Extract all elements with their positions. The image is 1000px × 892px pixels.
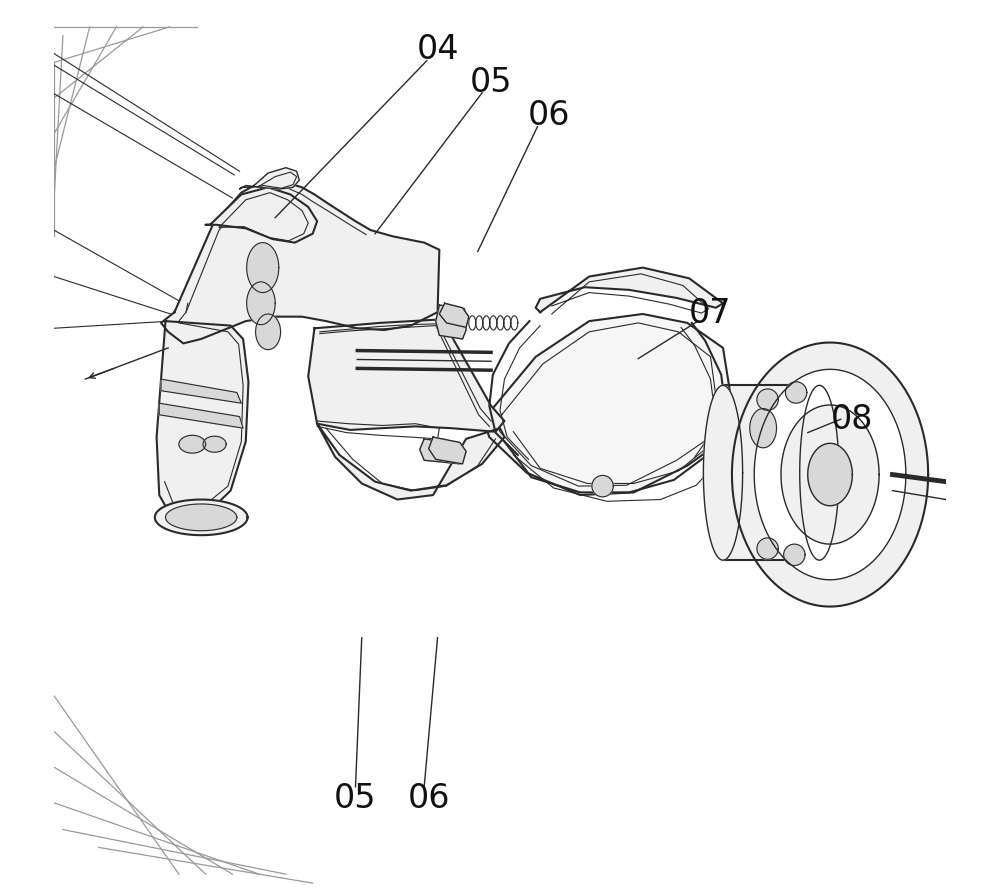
Polygon shape xyxy=(536,268,723,312)
Polygon shape xyxy=(161,379,241,403)
Text: 08: 08 xyxy=(831,403,874,435)
Polygon shape xyxy=(781,405,879,544)
Polygon shape xyxy=(754,369,906,580)
Polygon shape xyxy=(808,443,852,506)
Polygon shape xyxy=(317,424,504,500)
Polygon shape xyxy=(203,436,226,452)
Polygon shape xyxy=(484,314,730,495)
Polygon shape xyxy=(723,385,826,560)
Polygon shape xyxy=(800,385,839,560)
Text: 05: 05 xyxy=(334,782,377,814)
Polygon shape xyxy=(757,389,778,410)
Polygon shape xyxy=(429,437,466,464)
Polygon shape xyxy=(166,504,237,531)
Polygon shape xyxy=(247,243,279,293)
Polygon shape xyxy=(750,409,777,448)
Polygon shape xyxy=(256,314,281,350)
Text: 04: 04 xyxy=(416,33,459,65)
Polygon shape xyxy=(784,544,805,566)
Polygon shape xyxy=(439,303,469,327)
Polygon shape xyxy=(592,475,613,497)
Polygon shape xyxy=(161,180,439,343)
Polygon shape xyxy=(732,343,928,607)
Polygon shape xyxy=(308,319,504,432)
Polygon shape xyxy=(757,538,778,559)
Polygon shape xyxy=(206,187,317,243)
Polygon shape xyxy=(179,435,206,453)
Polygon shape xyxy=(240,168,299,189)
Polygon shape xyxy=(703,385,743,560)
Text: 06: 06 xyxy=(407,782,450,814)
Polygon shape xyxy=(436,305,466,339)
Polygon shape xyxy=(159,403,243,428)
Text: 05: 05 xyxy=(470,66,512,98)
Polygon shape xyxy=(247,282,275,325)
Polygon shape xyxy=(155,500,248,535)
Text: 07: 07 xyxy=(688,298,731,330)
Text: 06: 06 xyxy=(528,100,570,132)
Polygon shape xyxy=(420,439,463,464)
Polygon shape xyxy=(785,382,807,403)
Polygon shape xyxy=(157,321,248,519)
